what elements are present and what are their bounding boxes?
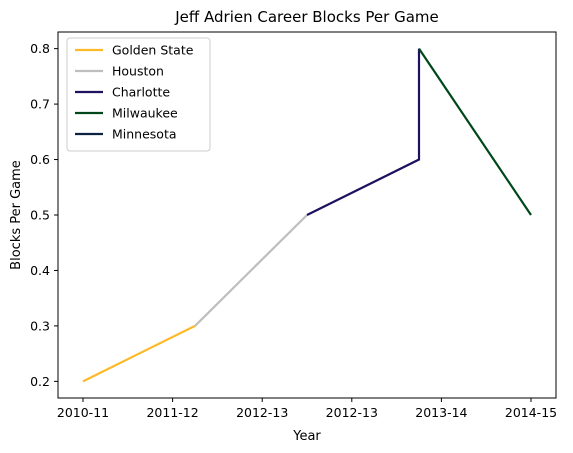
chart-title: Jeff Adrien Career Blocks Per Game	[174, 8, 439, 26]
legend-label-milwaukee: Milwaukee	[112, 106, 178, 121]
y-tick-label: 0.7	[30, 97, 50, 112]
x-axis-title: Year	[292, 429, 321, 444]
series-layer	[82, 48, 532, 383]
series-line-charlotte	[306, 48, 421, 216]
y-tick-label: 0.5	[30, 208, 50, 223]
legend-box	[66, 37, 211, 152]
x-axis: 2010-11 2011-12 2012-13 2012-13 2013-14 2014-…	[57, 398, 557, 420]
y-tick-label: 0.4	[30, 263, 50, 278]
x-tick-label: 2014-15	[505, 405, 557, 420]
x-tick-label: 2012-13	[326, 405, 378, 420]
legend-label-golden-state: Golden State	[112, 43, 194, 58]
legend-label-houston: Houston	[112, 64, 164, 79]
y-tick-label: 0.6	[30, 152, 50, 167]
x-tick-label: 2011-12	[146, 405, 198, 420]
x-tick-label: 2012-13	[236, 405, 288, 420]
y-axis: 0.2 0.3 0.4 0.5 0.6 0.7 0.8	[30, 41, 58, 389]
y-tick-label: 0.2	[30, 374, 50, 389]
x-tick-label: 2010-11	[57, 405, 109, 420]
y-tick-label: 0.8	[30, 41, 50, 56]
legend: Golden State Houston Charlotte Milwaukee Min…	[66, 37, 211, 152]
series-line-golden-state	[82, 324, 196, 383]
y-tick-label: 0.3	[30, 318, 50, 333]
series-line-milwaukee	[418, 48, 532, 216]
legend-label-minnesota: Minnesota	[112, 127, 177, 142]
legend-label-charlotte: Charlotte	[112, 85, 170, 100]
y-axis-title: Blocks Per Game	[9, 160, 24, 270]
x-tick-label: 2013-14	[415, 405, 467, 420]
series-line-houston	[194, 214, 308, 327]
